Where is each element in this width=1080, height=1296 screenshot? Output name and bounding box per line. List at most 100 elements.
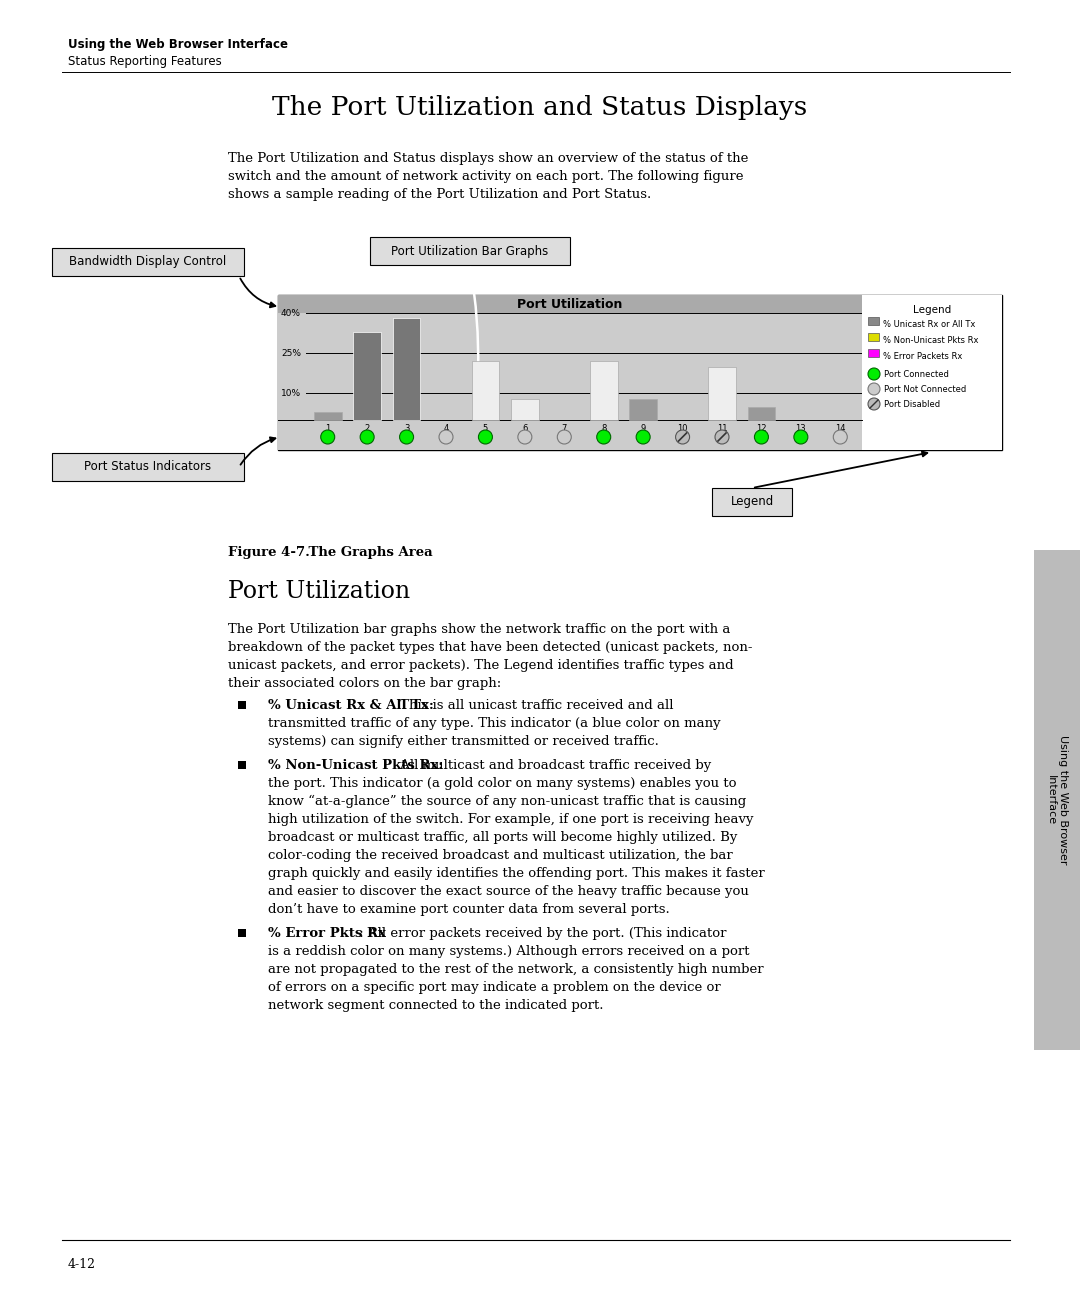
Circle shape — [868, 398, 880, 410]
Text: 14: 14 — [835, 424, 846, 433]
Text: Status Reporting Features: Status Reporting Features — [68, 54, 221, 67]
Text: % Unicast Rx or All Tx: % Unicast Rx or All Tx — [883, 320, 975, 329]
Text: unicast packets, and error packets). The Legend identifies traffic types and: unicast packets, and error packets). The… — [228, 658, 733, 673]
Text: Port Utilization Bar Graphs: Port Utilization Bar Graphs — [391, 245, 549, 258]
Bar — [868, 333, 879, 341]
Text: 25%: 25% — [281, 349, 301, 358]
Text: : All error packets received by the port. (This indicator: : All error packets received by the port… — [355, 927, 727, 940]
Circle shape — [868, 368, 880, 380]
Text: % Unicast Rx & All Tx:: % Unicast Rx & All Tx: — [268, 699, 434, 712]
Text: color-coding the received broadcast and multicast utilization, the bar: color-coding the received broadcast and … — [268, 849, 732, 862]
Bar — [747, 407, 775, 420]
Text: The Port Utilization bar graphs show the network traffic on the port with a: The Port Utilization bar graphs show the… — [228, 623, 730, 636]
Bar — [712, 489, 792, 516]
Text: Bandwidth Display Control: Bandwidth Display Control — [69, 255, 227, 268]
Text: 10%: 10% — [281, 389, 301, 398]
Text: 11: 11 — [717, 424, 727, 433]
Circle shape — [597, 430, 610, 445]
Bar — [868, 318, 879, 325]
Text: know “at-a-glance” the source of any non-unicast traffic that is causing: know “at-a-glance” the source of any non… — [268, 794, 746, 809]
Bar — [278, 295, 862, 450]
Text: network segment connected to the indicated port.: network segment connected to the indicat… — [268, 999, 604, 1012]
Bar — [393, 319, 420, 420]
Text: their associated colors on the bar graph:: their associated colors on the bar graph… — [228, 677, 501, 689]
Bar — [868, 349, 879, 356]
Text: high utilization of the switch. For example, if one port is receiving heavy: high utilization of the switch. For exam… — [268, 813, 754, 826]
Bar — [238, 761, 246, 769]
Circle shape — [636, 430, 650, 445]
Text: is a reddish color on many systems.) Although errors received on a port: is a reddish color on many systems.) Alt… — [268, 945, 750, 958]
Bar — [1034, 550, 1080, 1050]
Circle shape — [755, 430, 769, 445]
Text: Using the Web Browser Interface: Using the Web Browser Interface — [68, 38, 288, 51]
Bar — [511, 399, 539, 420]
Text: 1: 1 — [325, 424, 330, 433]
Bar — [353, 332, 381, 420]
Text: % Non-Unicast Pkts Rx: % Non-Unicast Pkts Rx — [883, 336, 978, 345]
Text: Legend: Legend — [730, 495, 773, 508]
Text: 12: 12 — [756, 424, 767, 433]
Circle shape — [478, 430, 492, 445]
Bar — [278, 295, 862, 314]
Circle shape — [321, 430, 335, 445]
Text: systems) can signify either transmitted or received traffic.: systems) can signify either transmitted … — [268, 735, 659, 748]
Text: don’t have to examine port counter data from several ports.: don’t have to examine port counter data … — [268, 903, 670, 916]
Circle shape — [794, 430, 808, 445]
Text: Port Utilization: Port Utilization — [517, 298, 623, 311]
Bar — [238, 929, 246, 937]
Text: % Non-Unicast Pkts Rx:: % Non-Unicast Pkts Rx: — [268, 759, 443, 772]
Bar — [52, 454, 244, 481]
Bar — [862, 295, 1002, 450]
Text: Port Utilization: Port Utilization — [228, 581, 410, 603]
Text: 4: 4 — [444, 424, 448, 433]
Text: 8: 8 — [602, 424, 606, 433]
Text: breakdown of the packet types that have been detected (unicast packets, non-: breakdown of the packet types that have … — [228, 642, 753, 654]
Text: The Port Utilization and Status displays show an overview of the status of the: The Port Utilization and Status displays… — [228, 152, 748, 165]
Text: and easier to discover the exact source of the heavy traffic because you: and easier to discover the exact source … — [268, 885, 748, 898]
Text: The Port Utilization and Status Displays: The Port Utilization and Status Displays — [272, 95, 808, 121]
Bar — [314, 412, 341, 420]
Text: shows a sample reading of the Port Utilization and Port Status.: shows a sample reading of the Port Utili… — [228, 188, 651, 201]
Text: 7: 7 — [562, 424, 567, 433]
Text: Port Disabled: Port Disabled — [885, 400, 940, 410]
Circle shape — [715, 430, 729, 445]
Text: Figure 4-7.: Figure 4-7. — [228, 546, 310, 559]
Text: This is all unicast traffic received and all: This is all unicast traffic received and… — [395, 699, 673, 712]
Bar — [370, 237, 570, 264]
Text: % Error Pkts Rx: % Error Pkts Rx — [268, 927, 386, 940]
Text: 2: 2 — [365, 424, 369, 433]
Circle shape — [517, 430, 531, 445]
Text: of errors on a specific port may indicate a problem on the device or: of errors on a specific port may indicat… — [268, 981, 720, 994]
Circle shape — [868, 384, 880, 395]
Text: 10: 10 — [677, 424, 688, 433]
Circle shape — [557, 430, 571, 445]
Circle shape — [438, 430, 453, 445]
Text: The Graphs Area: The Graphs Area — [291, 546, 433, 559]
Bar — [238, 701, 246, 709]
Bar — [708, 367, 735, 420]
Bar — [472, 362, 499, 420]
Text: All multicast and broadcast traffic received by: All multicast and broadcast traffic rece… — [395, 759, 711, 772]
Text: the port. This indicator (a gold color on many systems) enables you to: the port. This indicator (a gold color o… — [268, 778, 737, 791]
Circle shape — [360, 430, 374, 445]
Circle shape — [676, 430, 689, 445]
Text: switch and the amount of network activity on each port. The following figure: switch and the amount of network activit… — [228, 170, 743, 183]
Circle shape — [400, 430, 414, 445]
Text: Legend: Legend — [913, 305, 951, 315]
Text: Port Not Connected: Port Not Connected — [885, 385, 967, 394]
Text: Using the Web Browser
Interface: Using the Web Browser Interface — [1047, 735, 1068, 864]
Text: 4-12: 4-12 — [68, 1258, 96, 1271]
Circle shape — [834, 430, 848, 445]
Bar — [278, 295, 1002, 450]
Text: Port Status Indicators: Port Status Indicators — [84, 460, 212, 473]
Text: transmitted traffic of any type. This indicator (a blue color on many: transmitted traffic of any type. This in… — [268, 717, 720, 730]
Text: Port Connected: Port Connected — [885, 369, 949, 378]
Text: are not propagated to the rest of the network, a consistently high number: are not propagated to the rest of the ne… — [268, 963, 764, 976]
Text: graph quickly and easily identifies the offending port. This makes it faster: graph quickly and easily identifies the … — [268, 867, 765, 880]
Text: % Error Packets Rx: % Error Packets Rx — [883, 353, 962, 362]
Text: 40%: 40% — [281, 308, 301, 318]
Text: 9: 9 — [640, 424, 646, 433]
Text: broadcast or multicast traffic, all ports will become highly utilized. By: broadcast or multicast traffic, all port… — [268, 831, 738, 844]
Bar — [630, 399, 657, 420]
Text: 6: 6 — [522, 424, 527, 433]
